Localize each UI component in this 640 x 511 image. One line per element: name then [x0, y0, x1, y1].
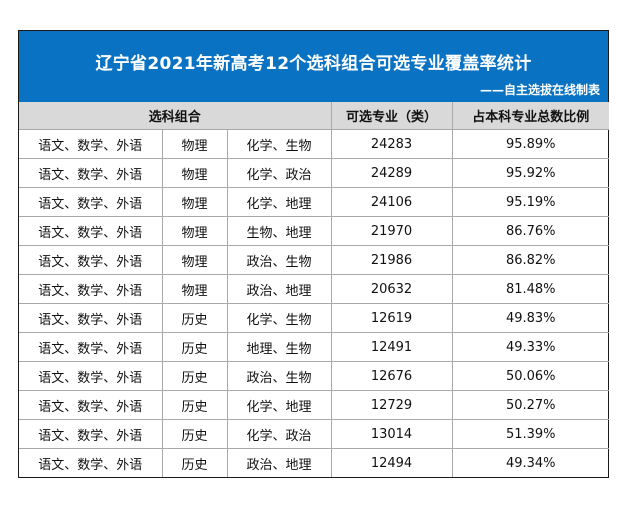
cell-base-subjects: 语文、数学、外语 [19, 390, 163, 420]
cell-first-elective: 物理 [161, 187, 228, 217]
cell-base-subjects: 语文、数学、外语 [19, 187, 163, 217]
table-row: 语文、数学、外语 物理 化学、政治 24289 95.92% [19, 158, 610, 188]
table-row: 语文、数学、外语 物理 生物、地理 21970 86.76% [19, 216, 610, 246]
cell-second-electives: 生物、地理 [226, 216, 332, 246]
table-title: 辽宁省2021年新高考12个选科组合可选专业覆盖率统计 [95, 54, 532, 74]
cell-base-subjects: 语文、数学、外语 [19, 448, 163, 477]
cell-available-majors: 24106 [330, 187, 453, 217]
table-row: 语文、数学、外语 历史 政治、生物 12676 50.06% [19, 361, 610, 391]
cell-base-subjects: 语文、数学、外语 [19, 332, 163, 362]
cell-second-electives: 地理、生物 [226, 332, 332, 362]
cell-second-electives: 政治、生物 [226, 361, 332, 391]
cell-coverage-ratio: 49.34% [451, 448, 610, 477]
table-row: 语文、数学、外语 历史 化学、政治 13014 51.39% [19, 419, 610, 449]
column-header-coverage-ratio: 占本科专业总数比例 [451, 102, 610, 130]
cell-base-subjects: 语文、数学、外语 [19, 245, 163, 275]
cell-first-elective: 物理 [161, 129, 228, 159]
cell-base-subjects: 语文、数学、外语 [19, 216, 163, 246]
table-row: 语文、数学、外语 历史 政治、地理 12494 49.34% [19, 448, 610, 477]
cell-coverage-ratio: 95.19% [451, 187, 610, 217]
cell-base-subjects: 语文、数学、外语 [19, 303, 163, 333]
cell-available-majors: 12676 [330, 361, 453, 391]
table-row: 语文、数学、外语 历史 化学、生物 12619 49.83% [19, 303, 610, 333]
cell-coverage-ratio: 51.39% [451, 419, 610, 449]
cell-base-subjects: 语文、数学、外语 [19, 274, 163, 304]
coverage-table: 选科组合 可选专业（类） 占本科专业总数比例 语文、数学、外语 物理 化学、生物 24… [19, 102, 610, 477]
table-row: 语文、数学、外语 物理 化学、地理 24106 95.19% [19, 187, 610, 217]
table-row: 语文、数学、外语 物理 化学、生物 24283 95.89% [19, 129, 610, 159]
cell-coverage-ratio: 95.89% [451, 129, 610, 159]
table-row: 语文、数学、外语 物理 政治、生物 21986 86.82% [19, 245, 610, 275]
cell-coverage-ratio: 95.92% [451, 158, 610, 188]
title-band: 辽宁省2021年新高考12个选科组合可选专业覆盖率统计 ——自主选拔在线制表 [19, 31, 608, 102]
cell-second-electives: 化学、生物 [226, 129, 332, 159]
coverage-table-container: 辽宁省2021年新高考12个选科组合可选专业覆盖率统计 ——自主选拔在线制表 选… [18, 30, 610, 478]
cell-first-elective: 历史 [161, 303, 228, 333]
cell-available-majors: 24289 [330, 158, 453, 188]
cell-base-subjects: 语文、数学、外语 [19, 361, 163, 391]
column-header-available-majors: 可选专业（类） [330, 102, 453, 130]
cell-available-majors: 20632 [330, 274, 453, 304]
cell-first-elective: 物理 [161, 274, 228, 304]
cell-available-majors: 12619 [330, 303, 453, 333]
table-source-credit: ——自主选拔在线制表 [479, 83, 600, 97]
cell-first-elective: 历史 [161, 390, 228, 420]
cell-second-electives: 化学、政治 [226, 158, 332, 188]
cell-second-electives: 政治、地理 [226, 274, 332, 304]
cell-first-elective: 历史 [161, 361, 228, 391]
cell-available-majors: 21970 [330, 216, 453, 246]
cell-second-electives: 政治、生物 [226, 245, 332, 275]
cell-available-majors: 12494 [330, 448, 453, 477]
cell-available-majors: 12729 [330, 390, 453, 420]
cell-second-electives: 化学、地理 [226, 390, 332, 420]
cell-base-subjects: 语文、数学、外语 [19, 158, 163, 188]
cell-coverage-ratio: 50.27% [451, 390, 610, 420]
cell-first-elective: 历史 [161, 419, 228, 449]
table-header-row: 选科组合 可选专业（类） 占本科专业总数比例 [19, 102, 610, 130]
table-row: 语文、数学、外语 历史 化学、地理 12729 50.27% [19, 390, 610, 420]
cell-first-elective: 物理 [161, 216, 228, 246]
cell-first-elective: 物理 [161, 158, 228, 188]
table-row: 语文、数学、外语 物理 政治、地理 20632 81.48% [19, 274, 610, 304]
cell-coverage-ratio: 86.76% [451, 216, 610, 246]
cell-first-elective: 历史 [161, 448, 228, 477]
cell-base-subjects: 语文、数学、外语 [19, 129, 163, 159]
cell-second-electives: 化学、地理 [226, 187, 332, 217]
cell-coverage-ratio: 86.82% [451, 245, 610, 275]
cell-second-electives: 政治、地理 [226, 448, 332, 477]
cell-coverage-ratio: 49.33% [451, 332, 610, 362]
cell-available-majors: 12491 [330, 332, 453, 362]
cell-available-majors: 13014 [330, 419, 453, 449]
cell-available-majors: 24283 [330, 129, 453, 159]
cell-available-majors: 21986 [330, 245, 453, 275]
cell-first-elective: 历史 [161, 332, 228, 362]
cell-coverage-ratio: 49.83% [451, 303, 610, 333]
table-row: 语文、数学、外语 历史 地理、生物 12491 49.33% [19, 332, 610, 362]
cell-first-elective: 物理 [161, 245, 228, 275]
cell-base-subjects: 语文、数学、外语 [19, 419, 163, 449]
cell-coverage-ratio: 81.48% [451, 274, 610, 304]
column-header-subject-combination: 选科组合 [19, 102, 332, 130]
cell-second-electives: 化学、政治 [226, 419, 332, 449]
cell-second-electives: 化学、生物 [226, 303, 332, 333]
cell-coverage-ratio: 50.06% [451, 361, 610, 391]
